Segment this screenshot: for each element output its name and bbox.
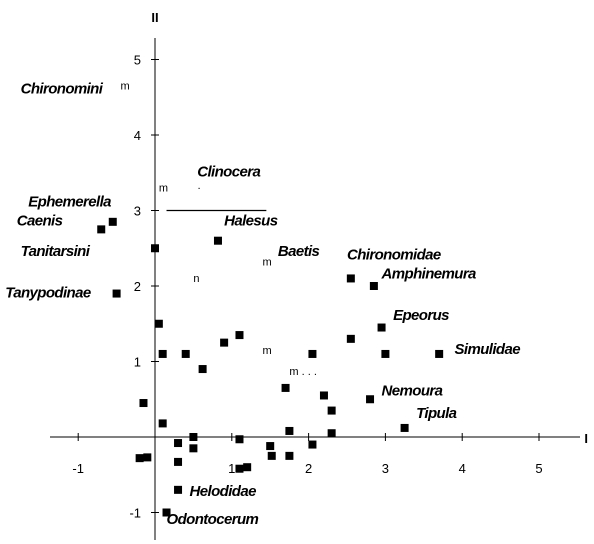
point-label: Tipula [416,405,457,422]
data-point [139,399,148,408]
data-point [235,331,244,340]
data-point [267,451,276,460]
data-point [319,391,328,400]
point-label: Halesus [224,213,278,230]
data-point [381,349,390,358]
data-point [189,433,198,441]
data-point [174,439,183,448]
data-point [154,319,163,328]
data-point [400,423,409,432]
data-points [97,217,444,517]
x-tick-label: 5 [535,461,542,476]
point-label: Helodidae [190,483,257,500]
tick-labels: -1 1 2 3 4 5 -1 1 2 3 4 5 [72,53,542,521]
data-point [281,383,290,392]
data-point [435,349,444,358]
point-label: Ephemerella [28,194,111,211]
point-label: Odontocerum [167,511,259,528]
data-point [158,419,167,428]
data-point [243,463,252,472]
data-point [108,217,117,226]
stray-mark: m [120,81,129,93]
data-point [220,338,229,347]
point-label: Chironomidae [347,247,441,264]
data-point [346,334,355,343]
data-point [346,274,355,283]
stray-marks: m m m m m . . . n · [120,81,316,378]
data-point [213,236,222,245]
data-point [327,429,336,438]
point-label: Simulidae [455,341,521,358]
data-point [174,457,183,466]
x-tick-label: 1 [228,461,235,476]
point-label: Epeorus [393,307,449,324]
data-point [369,282,378,290]
data-point [308,349,317,358]
point-label: Chironomini [21,80,104,97]
stray-mark: m [263,345,272,357]
point-label: Baetis [278,243,320,260]
y-tick-label: 3 [134,204,141,219]
point-label: Nemoura [382,382,443,399]
data-point [143,453,152,462]
stray-mark: m [159,183,168,195]
point-label: Amphinemura [381,265,477,282]
x-tick-label: 2 [305,461,312,476]
data-point [266,442,275,451]
y-tick-label: 1 [134,355,141,370]
data-point [151,244,159,253]
point-label: Caenis [17,213,63,230]
data-point [174,485,183,494]
stray-mark: m . . . [289,366,317,378]
data-point [162,508,171,517]
x-tick-label: -1 [72,461,84,476]
data-point [377,323,386,332]
data-point [235,435,244,444]
point-label: Tanitarsini [21,243,91,260]
data-point [112,289,121,298]
x-tick-label: 3 [382,461,389,476]
axes: III [50,10,588,540]
y-tick-label: 5 [134,53,141,68]
data-point [181,349,190,358]
data-point [285,451,294,460]
y-tick-label: -1 [129,506,141,521]
data-point [235,464,244,473]
y-axis-label: II [151,10,158,25]
stray-mark: · [197,183,201,195]
stray-mark: n [193,273,199,285]
data-point [327,406,336,415]
point-label: Tanypodinae [5,284,91,301]
data-point [189,444,198,453]
point-labels: Chironomini Clinocera Ephemerella Caenis Tan… [5,80,521,528]
data-point [308,440,317,449]
data-point [135,454,144,463]
data-point [158,349,167,358]
y-tick-label: 4 [134,128,141,143]
point-label: Clinocera [197,164,260,181]
data-point [97,225,106,234]
y-tick-label: 2 [134,279,141,294]
x-tick-label: 4 [459,461,466,476]
data-point [285,426,294,435]
stray-mark: m [263,257,272,269]
data-point [366,395,375,404]
data-point [198,365,207,374]
x-axis-label: I [584,431,588,446]
